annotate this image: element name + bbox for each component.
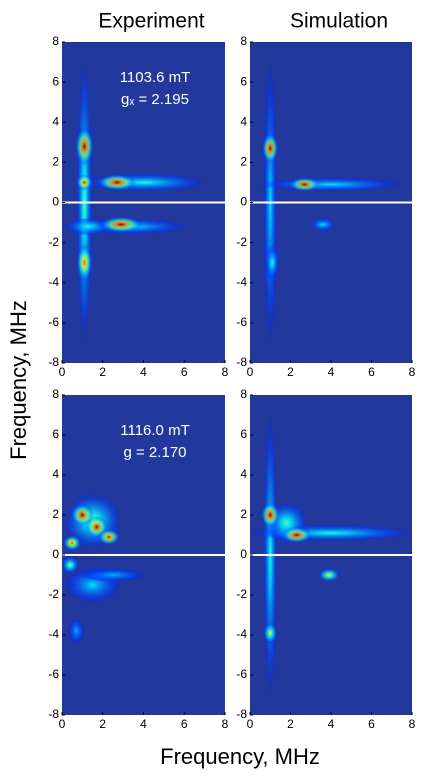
x-tick-label: 6	[368, 365, 375, 379]
y-tick-label: 2	[52, 507, 59, 521]
x-tick-label: 4	[328, 365, 335, 379]
y-tick-label: -4	[236, 627, 247, 641]
x-tick-label: 4	[140, 717, 147, 731]
x-tick-label: 0	[247, 365, 254, 379]
x-tick-label: 6	[181, 365, 188, 379]
x-tick-label: 0	[59, 365, 66, 379]
panel-title: Simulation	[290, 10, 388, 33]
x-tick-label: 2	[99, 365, 106, 379]
panel-title: Experiment	[98, 10, 204, 33]
panel	[62, 395, 225, 715]
y-tick-label: -2	[48, 235, 59, 249]
annotation: 1116.0 mT	[120, 422, 189, 439]
x-tick-label: 2	[287, 365, 294, 379]
peak	[281, 527, 312, 543]
x-tick-label: 0	[59, 717, 66, 731]
y-axis-label: Frequency, MHz	[6, 300, 31, 460]
y-tick-label: -4	[48, 627, 59, 641]
x-axis-label: Frequency, MHz	[160, 744, 320, 769]
y-tick-label: -6	[48, 315, 59, 329]
x-tick-label: 6	[368, 717, 375, 731]
y-tick-label: 8	[52, 387, 59, 401]
y-tick-label: 0	[52, 547, 59, 561]
x-tick-label: 2	[287, 717, 294, 731]
y-tick-label: 8	[240, 34, 247, 48]
peak	[65, 217, 112, 236]
y-tick-label: -4	[48, 275, 59, 289]
x-tick-label: 4	[140, 365, 147, 379]
panel	[250, 42, 412, 363]
peak	[309, 217, 337, 232]
panel	[250, 395, 412, 715]
y-tick-label: 2	[52, 155, 59, 169]
peak	[97, 529, 121, 545]
x-tick-label: 8	[409, 717, 416, 731]
peak	[62, 556, 80, 574]
y-tick-label: -6	[236, 667, 247, 681]
y-tick-label: 2	[240, 507, 247, 521]
y-tick-label: -2	[236, 235, 247, 249]
peak	[68, 618, 85, 644]
y-tick-label: -4	[236, 275, 247, 289]
peak	[99, 216, 143, 233]
peak	[76, 174, 93, 191]
y-tick-label: 6	[52, 74, 59, 88]
y-tick-label: 8	[240, 387, 247, 401]
peak	[79, 568, 147, 582]
y-tick-label: 4	[52, 114, 59, 128]
y-tick-label: 0	[240, 547, 247, 561]
y-tick-label: 6	[240, 427, 247, 441]
peak	[263, 622, 278, 644]
x-tick-label: 8	[222, 365, 229, 379]
y-tick-label: -8	[236, 355, 247, 369]
peak	[63, 535, 82, 551]
peak	[97, 174, 137, 191]
peak	[75, 127, 94, 166]
peak	[262, 133, 279, 164]
x-tick-label: 8	[409, 365, 416, 379]
y-tick-label: -6	[48, 667, 59, 681]
y-tick-label: 0	[52, 195, 59, 209]
y-tick-label: 2	[240, 155, 247, 169]
y-tick-label: 6	[240, 74, 247, 88]
y-tick-label: 8	[52, 34, 59, 48]
y-tick-label: 4	[52, 467, 59, 481]
y-tick-label: 0	[240, 195, 247, 209]
annotation: 1103.6 mT	[120, 69, 191, 86]
panel	[62, 42, 225, 363]
y-tick-label: -6	[236, 315, 247, 329]
y-tick-label: -2	[236, 587, 247, 601]
y-tick-label: -2	[48, 587, 59, 601]
peak	[317, 568, 341, 582]
y-tick-label: 4	[240, 114, 247, 128]
annotation: gₓ = 2.195	[121, 91, 189, 108]
x-tick-label: 8	[222, 717, 229, 731]
x-tick-label: 2	[99, 717, 106, 731]
peak	[265, 244, 280, 281]
peak	[289, 177, 320, 192]
y-tick-label: 6	[52, 427, 59, 441]
y-tick-label: 4	[240, 467, 247, 481]
annotation: g = 2.170	[124, 444, 187, 461]
peak	[257, 177, 405, 192]
peak	[76, 243, 93, 282]
x-tick-label: 0	[247, 717, 254, 731]
y-tick-label: -8	[48, 707, 59, 721]
x-tick-label: 6	[181, 717, 188, 731]
y-tick-label: -8	[236, 707, 247, 721]
y-tick-label: -8	[48, 355, 59, 369]
x-tick-label: 4	[328, 717, 335, 731]
peak	[261, 502, 280, 528]
